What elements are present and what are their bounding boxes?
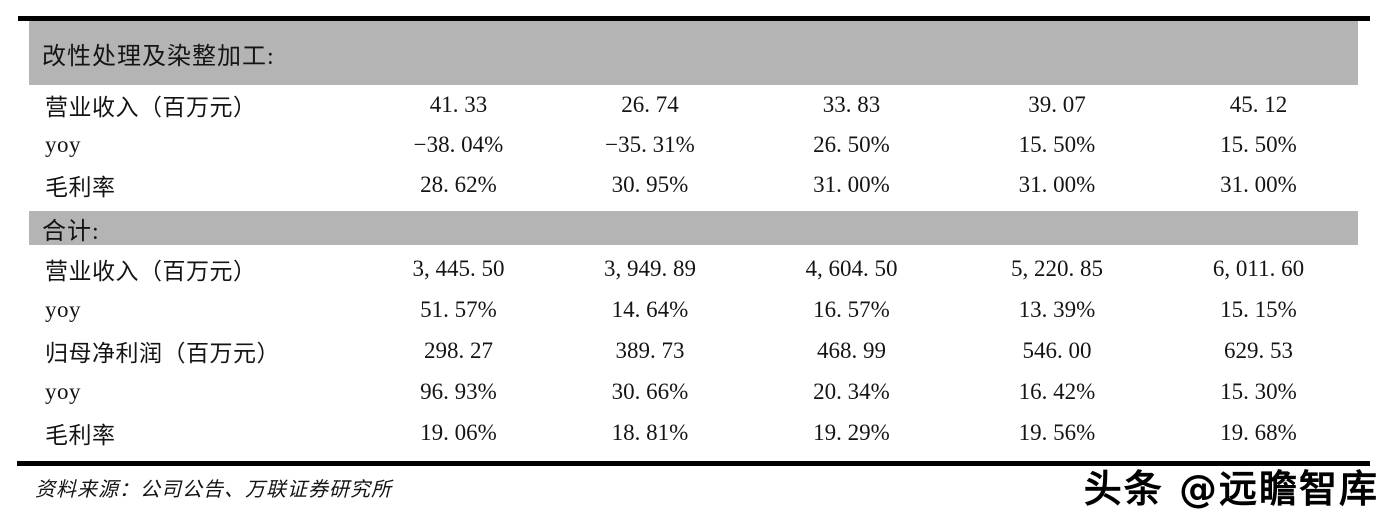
cell-value: −35. 31% bbox=[605, 132, 695, 157]
cell-value: 33. 83 bbox=[822, 92, 881, 117]
table-bottom-rule bbox=[17, 461, 1370, 466]
cell-value: 41. 33 bbox=[429, 92, 488, 117]
row-label: yoy bbox=[45, 132, 81, 157]
table-row-net-profit: 归母净利润（百万元） 298. 27 389. 73 468. 99 546. … bbox=[29, 330, 1358, 371]
cell-value: 18. 81% bbox=[611, 420, 689, 445]
section-header-total: 合计: bbox=[29, 211, 1358, 245]
cell-value: 19. 56% bbox=[1018, 420, 1096, 445]
cell-value: 19. 06% bbox=[420, 420, 497, 445]
cell-value: 15. 15% bbox=[1220, 296, 1297, 322]
cell-value: 51. 57% bbox=[420, 296, 497, 322]
table-row-gross-margin-segment: 毛利率 28. 62% 30. 95% 31. 00% 31. 00% 31. … bbox=[29, 165, 1358, 205]
section-header-text: 改性处理及染整加工: bbox=[42, 43, 275, 70]
cell-value: 31. 00% bbox=[1220, 172, 1297, 197]
cell-value: 5, 220. 85 bbox=[1011, 256, 1103, 281]
cell-value: 39. 07 bbox=[1028, 92, 1086, 117]
table-row-revenue-total: 营业收入（百万元） 3, 445. 50 3, 949. 89 4, 604. … bbox=[29, 249, 1358, 289]
table-row-yoy-total: yoy 51. 57% 14. 64% 16. 57% 13. 39% 15. … bbox=[29, 289, 1358, 330]
cell-value: 629. 53 bbox=[1224, 337, 1293, 363]
row-label: yoy bbox=[45, 378, 81, 404]
cell-value: 546. 00 bbox=[1022, 337, 1092, 363]
cell-value: 30. 66% bbox=[611, 378, 689, 404]
cell-value: 15. 30% bbox=[1220, 378, 1297, 404]
table-row-yoy-segment: yoy −38. 04% −35. 31% 26. 50% 15. 50% 15… bbox=[29, 125, 1358, 165]
cell-value: 31. 00% bbox=[813, 172, 890, 197]
cell-value: 30. 95% bbox=[611, 172, 689, 197]
row-label: yoy bbox=[45, 296, 81, 322]
row-label: 营业收入（百万元） bbox=[45, 95, 257, 120]
cell-value: 3, 949. 89 bbox=[604, 256, 696, 281]
row-label: 营业收入（百万元） bbox=[45, 259, 257, 284]
cell-value: 298. 27 bbox=[424, 337, 493, 363]
financial-table: 改性处理及染整加工: 营业收入（百万元） 41. 33 26. 74 33. 8… bbox=[29, 21, 1358, 454]
cell-value: 26. 74 bbox=[621, 92, 679, 117]
cell-value: 16. 57% bbox=[813, 296, 890, 322]
table-row-yoy-net-profit: yoy 96. 93% 30. 66% 20. 34% 16. 42% 15. … bbox=[29, 371, 1358, 412]
row-label: 归母净利润（百万元） bbox=[45, 340, 280, 366]
cell-value: 26. 50% bbox=[813, 132, 890, 157]
cell-value: 20. 34% bbox=[813, 378, 890, 404]
section-header-text: 合计: bbox=[42, 218, 100, 245]
cell-value: 28. 62% bbox=[420, 172, 497, 197]
row-label: 毛利率 bbox=[45, 175, 116, 200]
row-label: 毛利率 bbox=[45, 423, 116, 448]
table-row-gross-margin-total: 毛利率 19. 06% 18. 81% 19. 29% 19. 56% 19. … bbox=[29, 412, 1358, 454]
table-row-revenue-segment: 营业收入（百万元） 41. 33 26. 74 33. 83 39. 07 45… bbox=[29, 85, 1358, 125]
cell-value: 31. 00% bbox=[1018, 172, 1096, 197]
table-top-rule bbox=[18, 16, 1370, 21]
section-header-modification-dyeing: 改性处理及染整加工: bbox=[29, 21, 1358, 85]
cell-value: 16. 42% bbox=[1018, 378, 1096, 404]
cell-value: 19. 29% bbox=[813, 420, 890, 445]
cell-value: 15. 50% bbox=[1018, 132, 1096, 157]
cell-value: 19. 68% bbox=[1220, 420, 1297, 445]
cell-value: 13. 39% bbox=[1018, 296, 1096, 322]
cell-value: 96. 93% bbox=[420, 378, 497, 404]
cell-value: 389. 73 bbox=[615, 337, 685, 363]
cell-value: 4, 604. 50 bbox=[805, 256, 898, 281]
cell-value: 45. 12 bbox=[1229, 92, 1288, 117]
cell-value: −38. 04% bbox=[413, 132, 504, 157]
watermark-text: 头条 @远瞻智库 bbox=[1083, 467, 1379, 511]
cell-value: 6, 011. 60 bbox=[1212, 256, 1305, 281]
source-note: 资料来源：公司公告、万联证券研究所 bbox=[35, 479, 392, 501]
cell-value: 15. 50% bbox=[1220, 132, 1297, 157]
cell-value: 3, 445. 50 bbox=[412, 256, 505, 281]
cell-value: 14. 64% bbox=[611, 296, 689, 322]
cell-value: 468. 99 bbox=[817, 337, 886, 363]
